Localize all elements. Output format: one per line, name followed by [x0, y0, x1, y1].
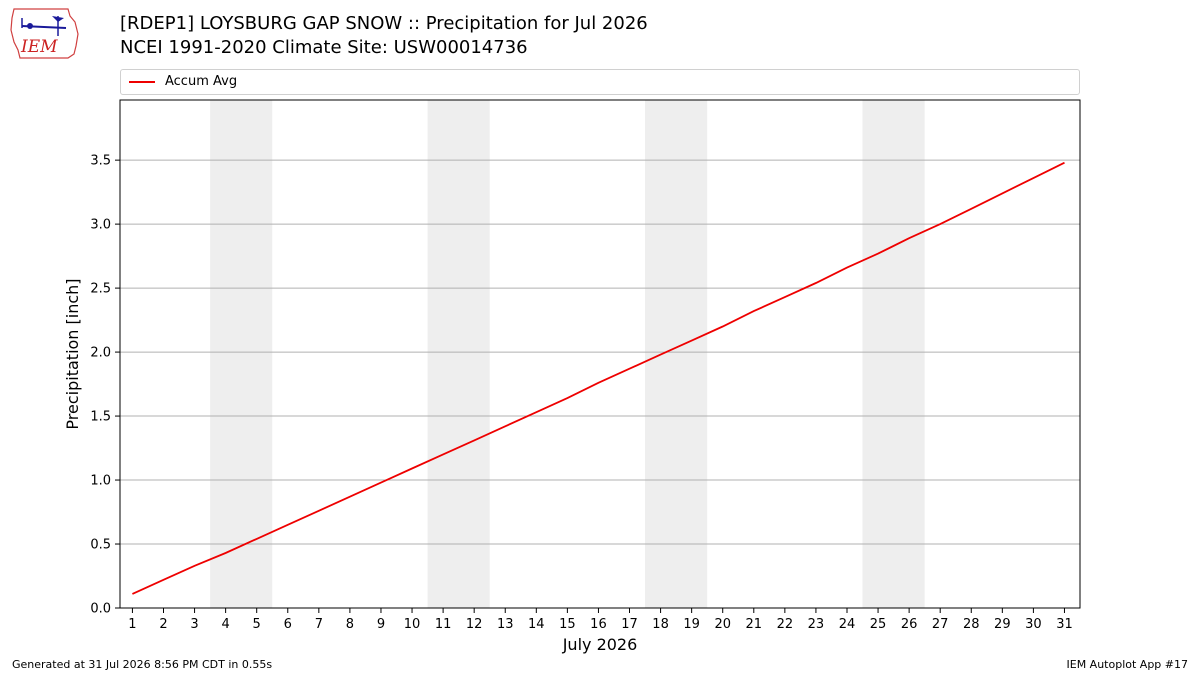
x-tick-label: 8: [346, 617, 354, 632]
x-tick-label: 21: [746, 617, 763, 632]
x-tick-label: 19: [683, 617, 700, 632]
plot-frame: [119, 99, 1081, 609]
x-tick-label: 16: [590, 617, 607, 632]
x-tick-label: 24: [839, 617, 856, 632]
x-tick-label: 29: [994, 617, 1011, 632]
y-axis-label: Precipitation [inch]: [63, 278, 82, 429]
x-tick-label: 6: [284, 617, 292, 632]
chart-title-line-1: [RDEP1] LOYSBURG GAP SNOW :: Precipitati…: [120, 13, 648, 34]
x-tick-label: 13: [497, 617, 514, 632]
footer-app-text: IEM Autoplot App #17: [1066, 658, 1189, 671]
footer-generated-text: Generated at 31 Jul 2026 8:56 PM CDT in …: [12, 658, 273, 671]
x-tick-label: 28: [963, 617, 980, 632]
x-tick-label: 4: [221, 617, 229, 632]
weekend-band-4: [862, 100, 925, 608]
y-tick-label: 1.0: [90, 474, 111, 489]
y-tick-label: 1.5: [90, 410, 111, 425]
series-line-accum-avg: [132, 161, 1065, 595]
x-tick-label: 2: [159, 617, 167, 632]
y-tick-label: 3.0: [90, 218, 111, 233]
x-tick-label: 27: [932, 617, 949, 632]
x-axis-label: July 2026: [562, 635, 638, 654]
x-tick-label: 12: [466, 617, 483, 632]
x-tick-label: 18: [652, 617, 669, 632]
x-tick-label: 5: [253, 617, 261, 632]
iem-logo: IEM: [10, 8, 79, 59]
x-tick-label: 20: [714, 617, 731, 632]
x-tick-label: 1: [128, 617, 136, 632]
x-tick-label: 9: [377, 617, 385, 632]
x-tick-label: 11: [435, 617, 452, 632]
legend: Accum Avg: [120, 69, 1080, 95]
x-tick-label: 31: [1056, 617, 1073, 632]
y-tick-label: 0.0: [90, 602, 111, 617]
x-tick-label: 3: [190, 617, 198, 632]
x-tick-label: 10: [404, 617, 421, 632]
weekend-band-3: [645, 100, 708, 608]
weekend-band-2: [427, 100, 490, 608]
x-tick-label: 14: [528, 617, 545, 632]
y-tick-label: 2.0: [90, 346, 111, 361]
legend-swatch: [129, 81, 155, 83]
y-tick-label: 2.5: [90, 282, 111, 297]
x-tick-label: 23: [808, 617, 825, 632]
x-tick-label: 17: [621, 617, 638, 632]
x-tick-label: 15: [559, 617, 576, 632]
logo-text: IEM: [20, 37, 58, 57]
x-tick-label: 7: [315, 617, 323, 632]
y-tick-label: 0.5: [90, 538, 111, 553]
x-tick-label: 25: [870, 617, 887, 632]
y-tick-label: 3.5: [90, 154, 111, 169]
x-tick-label: 30: [1025, 617, 1042, 632]
chart-title-line-2: NCEI 1991-2020 Climate Site: USW00014736: [120, 37, 528, 58]
legend-label: Accum Avg: [165, 74, 238, 89]
x-tick-label: 22: [777, 617, 794, 632]
x-tick-label: 26: [901, 617, 918, 632]
weekend-band-1: [210, 100, 273, 608]
